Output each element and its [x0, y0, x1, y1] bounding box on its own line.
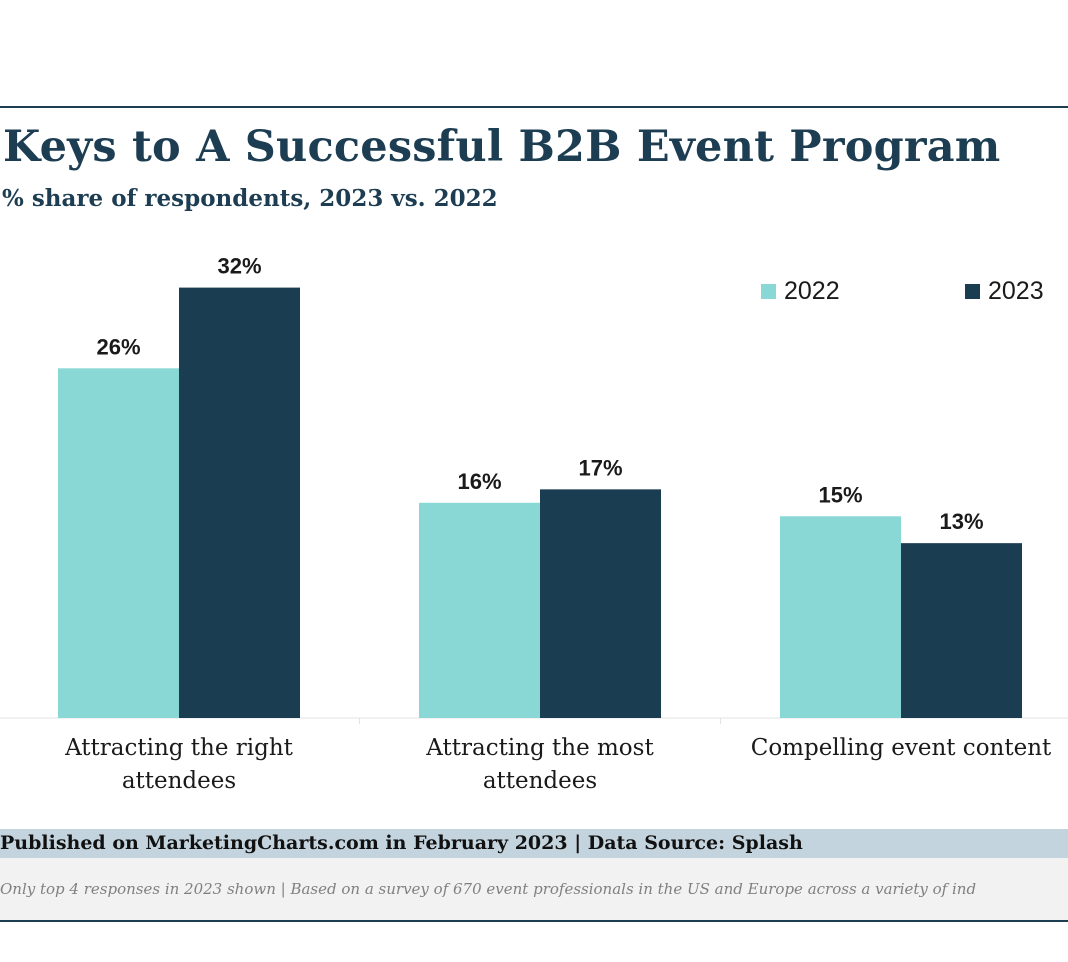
legend-swatch-2023 — [965, 283, 980, 299]
bar-2023-2 — [540, 489, 661, 718]
bar-chart: 26% 32% Attracting the right attendees 16% 17… — [0, 254, 1068, 794]
category-label-2: Attracting the most attendees — [425, 735, 654, 794]
chart-subtitle: % share of respondents, 2023 vs. 2022 — [2, 185, 498, 212]
footer-source-text: Published on MarketingCharts.com in Febr… — [0, 832, 803, 854]
data-label-2023-2: 17% — [578, 455, 622, 480]
footer-source-bar: Published on MarketingCharts.com in Febr… — [0, 829, 1068, 858]
bar-2022-3 — [780, 516, 901, 718]
legend-swatch-2022 — [761, 283, 776, 299]
category-label-1: Attracting the right attendees — [64, 735, 294, 794]
legend-label-2023: 2023 — [988, 276, 1044, 305]
chart-title: Keys to A Successful B2B Event Program — [3, 122, 1001, 172]
bar-2023-1 — [179, 287, 300, 718]
legend-item-2022: 2022 — [761, 276, 840, 306]
bottom-rule — [0, 920, 1068, 922]
data-label-2022-2: 16% — [457, 469, 501, 494]
data-label-2023-3: 13% — [939, 509, 983, 534]
category-label-3: Compelling event content — [751, 735, 1052, 761]
category-label-line: Attracting the most — [425, 735, 654, 761]
footer-note-bar: Only top 4 responses in 2023 shown | Bas… — [0, 858, 1068, 920]
top-rule — [0, 106, 1068, 108]
data-label-2022-1: 26% — [96, 334, 140, 359]
bar-2022-2 — [419, 502, 540, 718]
footer-note-text: Only top 4 responses in 2023 shown | Bas… — [0, 880, 977, 898]
category-label-line: Attracting the right — [64, 735, 294, 761]
category-label-line: attendees — [122, 768, 236, 794]
legend-item-2023: 2023 — [965, 276, 1044, 306]
category-label-line: attendees — [483, 768, 597, 794]
bar-2022-1 — [58, 368, 179, 718]
legend-label-2022: 2022 — [784, 276, 840, 305]
bar-2023-3 — [901, 543, 1022, 718]
data-label-2022-3: 15% — [818, 482, 862, 507]
category-label-line: Compelling event content — [751, 735, 1052, 761]
data-label-2023-1: 32% — [217, 254, 261, 279]
